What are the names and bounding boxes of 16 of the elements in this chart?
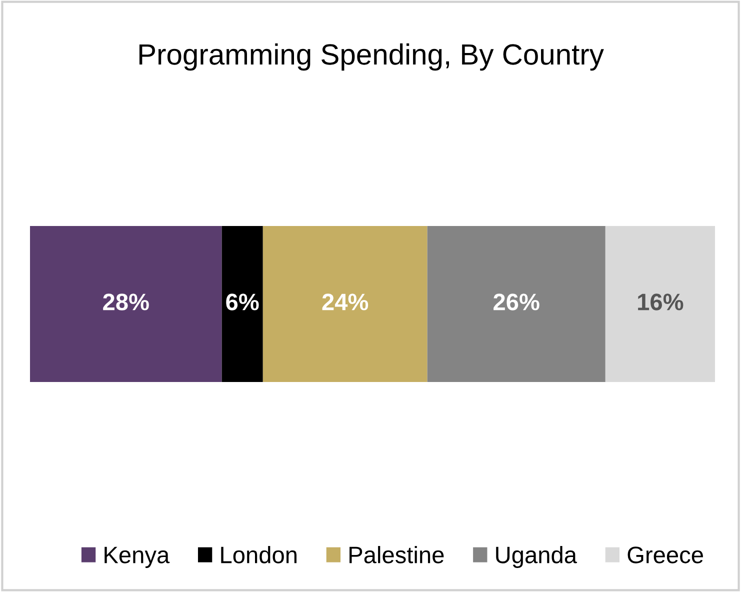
legend-label: London	[221, 546, 296, 564]
data-label: 28%	[103, 294, 149, 310]
data-label: 16%	[638, 294, 684, 310]
chart-title: Programming Spending, By Country	[139, 43, 604, 71]
data-label: 6%	[226, 294, 259, 310]
data-label: 24%	[322, 294, 368, 310]
bar	[605, 226, 715, 382]
data-label: 26%	[494, 294, 540, 310]
legend-label: Kenya	[104, 546, 170, 568]
legend-label: Greece	[628, 546, 703, 564]
bar	[222, 226, 263, 382]
bar	[262, 226, 428, 382]
bar	[30, 226, 222, 382]
bar	[427, 226, 606, 382]
legend-label: Palestine	[350, 546, 444, 564]
legend-label: Uganda	[496, 546, 578, 568]
